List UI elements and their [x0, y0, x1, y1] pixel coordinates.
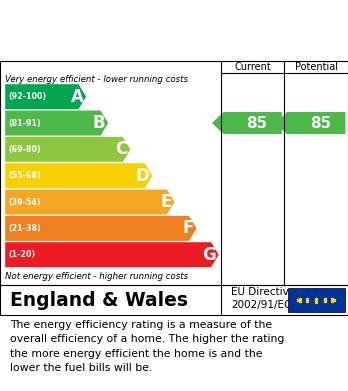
- Text: 85: 85: [310, 116, 331, 131]
- Polygon shape: [5, 190, 174, 215]
- Text: Potential: Potential: [295, 62, 338, 72]
- Text: Very energy efficient - lower running costs: Very energy efficient - lower running co…: [5, 75, 188, 84]
- Bar: [288, 288, 345, 312]
- Polygon shape: [5, 111, 108, 136]
- Text: C: C: [115, 140, 127, 158]
- Text: (69-80): (69-80): [9, 145, 41, 154]
- Text: A: A: [70, 88, 83, 106]
- Text: 85: 85: [246, 116, 268, 131]
- Text: (92-100): (92-100): [9, 92, 47, 101]
- Text: (55-68): (55-68): [9, 171, 41, 180]
- Text: (1-20): (1-20): [9, 250, 36, 259]
- Text: (39-54): (39-54): [9, 197, 41, 206]
- Text: F: F: [182, 219, 194, 237]
- Polygon shape: [5, 84, 86, 109]
- Text: England & Wales: England & Wales: [10, 291, 188, 310]
- Polygon shape: [5, 216, 197, 241]
- Text: Not energy efficient - higher running costs: Not energy efficient - higher running co…: [5, 273, 188, 282]
- Polygon shape: [212, 112, 282, 134]
- Text: G: G: [202, 246, 216, 264]
- Text: (81-91): (81-91): [9, 118, 41, 127]
- Text: Energy Efficiency Rating: Energy Efficiency Rating: [10, 32, 239, 50]
- Text: D: D: [136, 167, 150, 185]
- Text: EU Directive
2002/91/EC: EU Directive 2002/91/EC: [231, 287, 295, 310]
- Text: Current: Current: [234, 62, 271, 72]
- Polygon shape: [275, 112, 346, 134]
- Text: (21-38): (21-38): [9, 224, 41, 233]
- Polygon shape: [5, 163, 152, 188]
- Polygon shape: [5, 242, 219, 267]
- Text: E: E: [160, 193, 172, 211]
- Text: The energy efficiency rating is a measure of the
overall efficiency of a home. T: The energy efficiency rating is a measur…: [10, 320, 285, 373]
- Text: B: B: [93, 114, 105, 132]
- Polygon shape: [5, 137, 130, 162]
